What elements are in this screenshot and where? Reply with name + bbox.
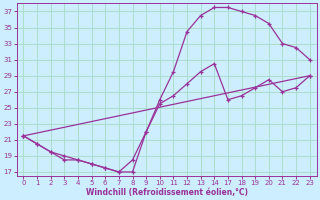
- X-axis label: Windchill (Refroidissement éolien,°C): Windchill (Refroidissement éolien,°C): [85, 188, 248, 197]
